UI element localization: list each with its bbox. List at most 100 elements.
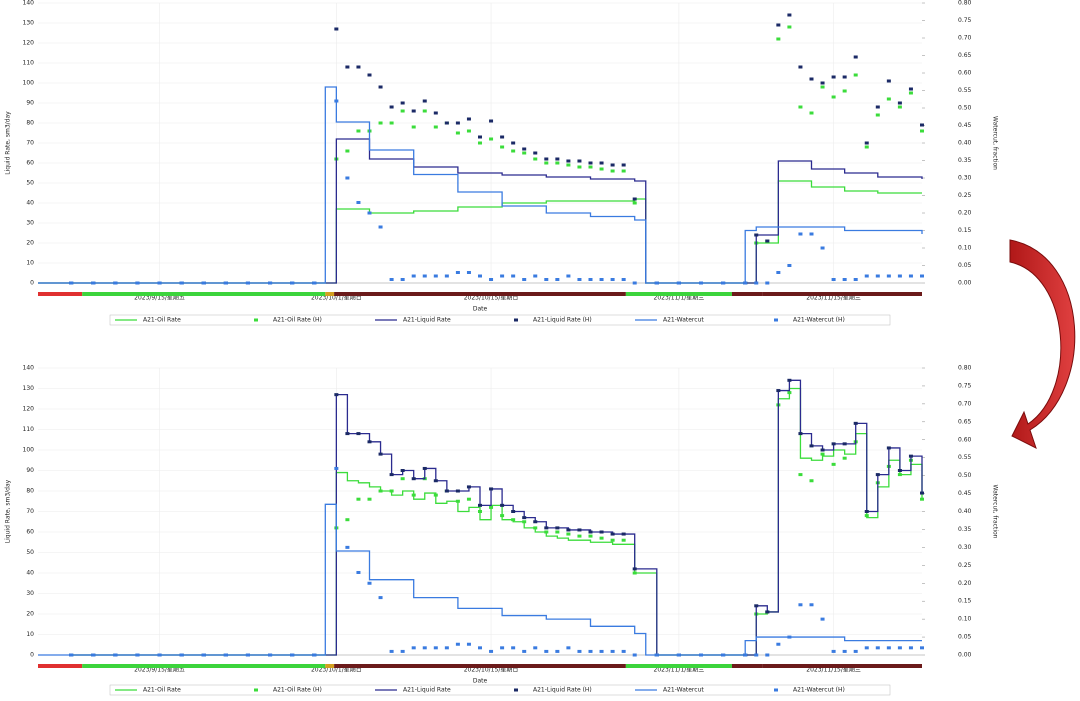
data-point — [478, 503, 482, 507]
data-point — [367, 497, 372, 501]
y2-tick-label: 0.15 — [958, 598, 972, 605]
data-point — [290, 653, 295, 657]
data-point — [444, 121, 449, 125]
y-tick-label: 50 — [26, 180, 34, 187]
y2-tick-label: 0.75 — [958, 17, 972, 24]
data-point — [831, 649, 836, 653]
data-point — [433, 646, 438, 650]
data-point — [466, 497, 471, 501]
y-tick-label: 10 — [26, 631, 34, 638]
data-point — [920, 497, 924, 501]
data-point — [820, 617, 825, 621]
data-point — [522, 649, 527, 653]
data-point — [920, 129, 924, 133]
data-point — [864, 274, 869, 278]
data-point — [599, 649, 604, 653]
legend-label: A21-Oil Rate (H) — [273, 687, 322, 694]
data-point — [566, 274, 571, 278]
data-point — [533, 157, 538, 161]
data-point — [831, 442, 836, 446]
x-axis-label: Date — [473, 678, 488, 685]
status-strip — [82, 664, 326, 668]
data-point — [875, 646, 880, 650]
data-point — [577, 165, 582, 169]
data-point — [809, 111, 814, 115]
data-point — [312, 281, 317, 285]
data-point — [621, 169, 626, 173]
legend-swatch — [774, 318, 778, 322]
data-point — [577, 159, 582, 163]
y2-tick-label: 0.80 — [958, 365, 972, 372]
data-point — [886, 79, 891, 83]
data-point — [345, 65, 350, 69]
data-point — [489, 137, 494, 141]
data-point — [897, 473, 902, 477]
data-point — [621, 278, 626, 281]
data-point — [157, 281, 162, 285]
data-point — [400, 109, 405, 113]
y2-tick-label: 0.30 — [958, 544, 972, 551]
y2-tick-label: 0.25 — [958, 192, 972, 199]
data-point — [334, 466, 339, 470]
y2-tick-label: 0.45 — [958, 490, 972, 497]
legend-label: A21-Oil Rate — [143, 317, 181, 324]
data-point — [522, 278, 527, 281]
y-tick-label: 90 — [26, 100, 34, 107]
data-point — [312, 653, 317, 657]
data-point — [588, 165, 593, 169]
data-point — [511, 141, 516, 145]
y2-tick-label: 0.30 — [958, 175, 972, 182]
data-point — [809, 444, 814, 448]
data-point — [478, 510, 482, 513]
y-tick-label: 140 — [23, 365, 35, 372]
data-point — [544, 161, 549, 165]
y-tick-label: 20 — [26, 240, 34, 247]
data-point — [820, 81, 825, 85]
x-axis-label: Date — [473, 306, 488, 313]
data-point — [511, 646, 516, 650]
data-point — [897, 274, 902, 278]
y-tick-label: 60 — [26, 160, 34, 167]
y-tick-label: 70 — [26, 140, 34, 147]
data-point — [268, 281, 273, 285]
data-point — [798, 603, 803, 607]
data-point — [787, 378, 792, 382]
data-point — [433, 111, 438, 115]
data-point — [875, 105, 880, 109]
y-tick-label: 80 — [26, 120, 34, 127]
y2-tick-label: 0.05 — [958, 262, 972, 269]
data-point — [544, 526, 549, 530]
legend-swatch — [774, 688, 778, 692]
legend-label: A21-Oil Rate — [143, 687, 181, 694]
data-point — [345, 432, 350, 436]
data-point — [754, 281, 759, 285]
y-tick-label: 140 — [23, 0, 35, 7]
data-point — [842, 75, 847, 79]
data-point — [544, 530, 549, 534]
y2-tick-label: 0.65 — [958, 418, 972, 425]
data-point — [632, 197, 637, 201]
data-point — [610, 278, 615, 281]
status-strip — [325, 292, 335, 296]
data-point — [389, 489, 394, 493]
data-point — [886, 646, 891, 650]
y-tick-label: 80 — [26, 488, 34, 495]
legend-swatch — [254, 688, 258, 692]
data-point — [809, 603, 814, 607]
data-point — [853, 649, 858, 653]
data-point — [500, 274, 505, 278]
data-point — [676, 281, 681, 285]
data-point — [455, 121, 460, 125]
data-point — [621, 649, 626, 653]
data-point — [356, 201, 361, 204]
y2-tick-label: 0.75 — [958, 382, 972, 389]
x-tick-label: 2023/9/15/星期五 — [134, 666, 185, 674]
legend-label: A21-Oil Rate (H) — [273, 317, 322, 324]
y2-tick-label: 0.10 — [958, 245, 972, 252]
status-strip — [731, 664, 763, 668]
data-point — [389, 105, 394, 109]
data-point — [798, 232, 803, 236]
data-point — [555, 161, 560, 165]
data-point — [411, 493, 416, 497]
